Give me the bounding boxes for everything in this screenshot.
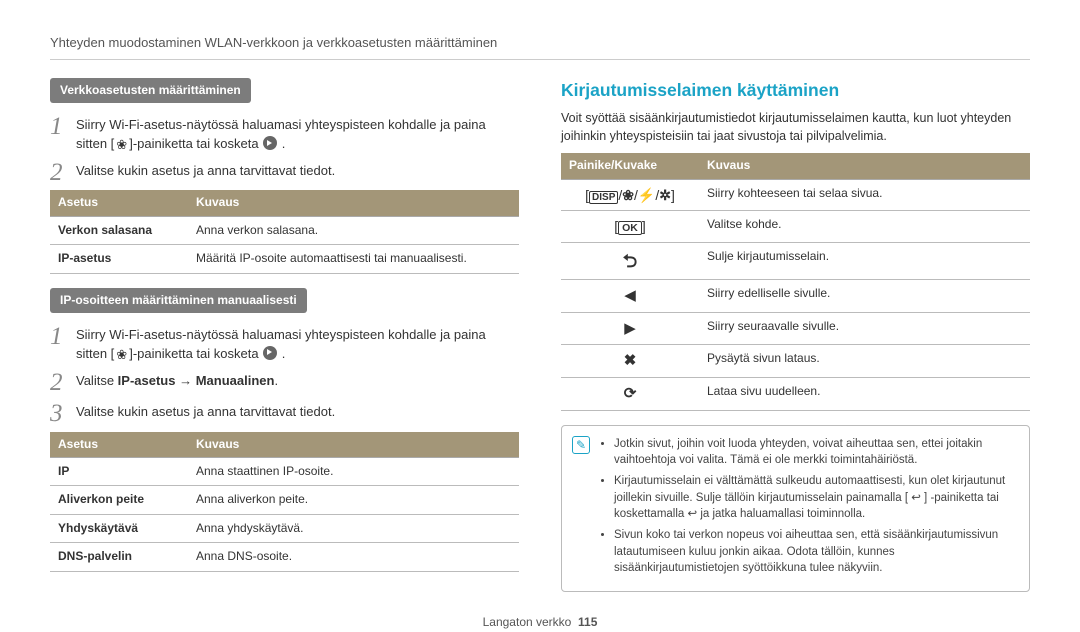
table-row: IP-asetusMääritä IP-osoite automaattises… [50,245,519,273]
step-number: 2 [50,369,76,397]
macro-icon: ❀ [114,346,129,365]
step-text: ]-painiketta tai kosketa [129,346,262,361]
step-body: Siirry Wi-Fi-asetus-näytössä haluamasi y… [76,323,519,365]
step-body: Siirry Wi-Fi-asetus-näytössä haluamasi y… [76,113,519,155]
step-2: 2 Valitse kukin asetus ja anna tarvittav… [50,159,519,187]
table-row: YhdyskäytäväAnna yhdyskäytävä. [50,514,519,542]
table-row: Aliverkon peiteAnna aliverkon peite. [50,486,519,514]
button-table: Painike/KuvakeKuvaus [DISP/❀/⚡/✲] Siirry… [561,153,1030,410]
step-2b: 2 Valitse IP-asetus → Manuaalinen. [50,369,519,397]
step-number: 1 [50,323,76,365]
next-icon: ▶ [561,312,699,345]
table-row: IPAnna staattinen IP-osoite. [50,458,519,486]
table-row: DNS-palvelinAnna DNS-osoite. [50,543,519,571]
table-row: ◀ Siirry edelliselle sivulle. [561,279,1030,312]
step-1: 1 Siirry Wi-Fi-asetus-näytössä haluamasi… [50,113,519,155]
table-header: Kuvaus [188,190,519,216]
note-item: Sivun koko tai verkon nopeus voi aiheutt… [614,527,1017,577]
step-body: Valitse kukin asetus ja anna tarvittavat… [76,400,519,428]
chevron-icon [263,346,277,360]
step-number: 2 [50,159,76,187]
footer-page-number: 115 [578,615,597,629]
note-list: Jotkin sivut, joihin voit luoda yhteyden… [602,436,1017,577]
table-row: Verkon salasanaAnna verkon salasana. [50,216,519,244]
footer-label: Langaton verkko [483,615,572,629]
back-icon: ⮌ [561,242,699,279]
settings-table-2: AsetusKuvaus IPAnna staattinen IP-osoite… [50,432,519,572]
left-column: Verkkoasetusten määrittäminen 1 Siirry W… [50,78,519,592]
table-header: Kuvaus [188,432,519,458]
stop-icon: ✖ [561,345,699,378]
step-3b: 3 Valitse kukin asetus ja anna tarvittav… [50,400,519,428]
table-row: [OK] Valitse kohde. [561,211,1030,242]
step-body: Valitse IP-asetus → Manuaalinen. [76,369,519,397]
right-column: Kirjautumisselaimen käyttäminen Voit syö… [561,78,1030,592]
table-header: Asetus [50,432,188,458]
table-header: Kuvaus [699,153,1030,179]
step-text: ]-painiketta tai kosketa [129,136,262,151]
table-row: [DISP/❀/⚡/✲] Siirry kohteeseen tai selaa… [561,179,1030,211]
settings-table-1: AsetusKuvaus Verkon salasanaAnna verkon … [50,190,519,273]
step-number: 1 [50,113,76,155]
ok-icon: [OK] [561,211,699,242]
page-footer: Langaton verkko 115 [50,614,1030,631]
section-label-manual-ip: IP-osoitteen määrittäminen manuaalisesti [50,288,307,313]
table-row: ▶ Siirry seuraavalle sivulle. [561,312,1030,345]
table-row: ✖ Pysäytä sivun lataus. [561,345,1030,378]
note-icon: ✎ [572,436,590,454]
disp-nav-icons: [DISP/❀/⚡/✲] [561,179,699,211]
intro-paragraph: Voit syöttää sisäänkirjautumistiedot kir… [561,109,1030,145]
note-item: Kirjautumisselain ei välttämättä sulkeud… [614,473,1017,523]
table-header: Painike/Kuvake [561,153,699,179]
table-row: ⮌ Sulje kirjautumisselain. [561,242,1030,279]
table-row: ⟳ Lataa sivu uudelleen. [561,378,1030,411]
section-label-network-settings: Verkkoasetusten määrittäminen [50,78,251,103]
note-box: ✎ Jotkin sivut, joihin voit luoda yhteyd… [561,425,1030,592]
browser-heading: Kirjautumisselaimen käyttäminen [561,78,1030,103]
note-item: Jotkin sivut, joihin voit luoda yhteyden… [614,436,1017,469]
table-header: Asetus [50,190,188,216]
reload-icon: ⟳ [561,378,699,411]
step-1b: 1 Siirry Wi-Fi-asetus-näytössä haluamasi… [50,323,519,365]
chevron-icon [263,136,277,150]
macro-icon: ❀ [114,136,129,155]
prev-icon: ◀ [561,279,699,312]
step-number: 3 [50,400,76,428]
step-body: Valitse kukin asetus ja anna tarvittavat… [76,159,519,187]
page-header: Yhteyden muodostaminen WLAN-verkkoon ja … [50,34,1030,60]
